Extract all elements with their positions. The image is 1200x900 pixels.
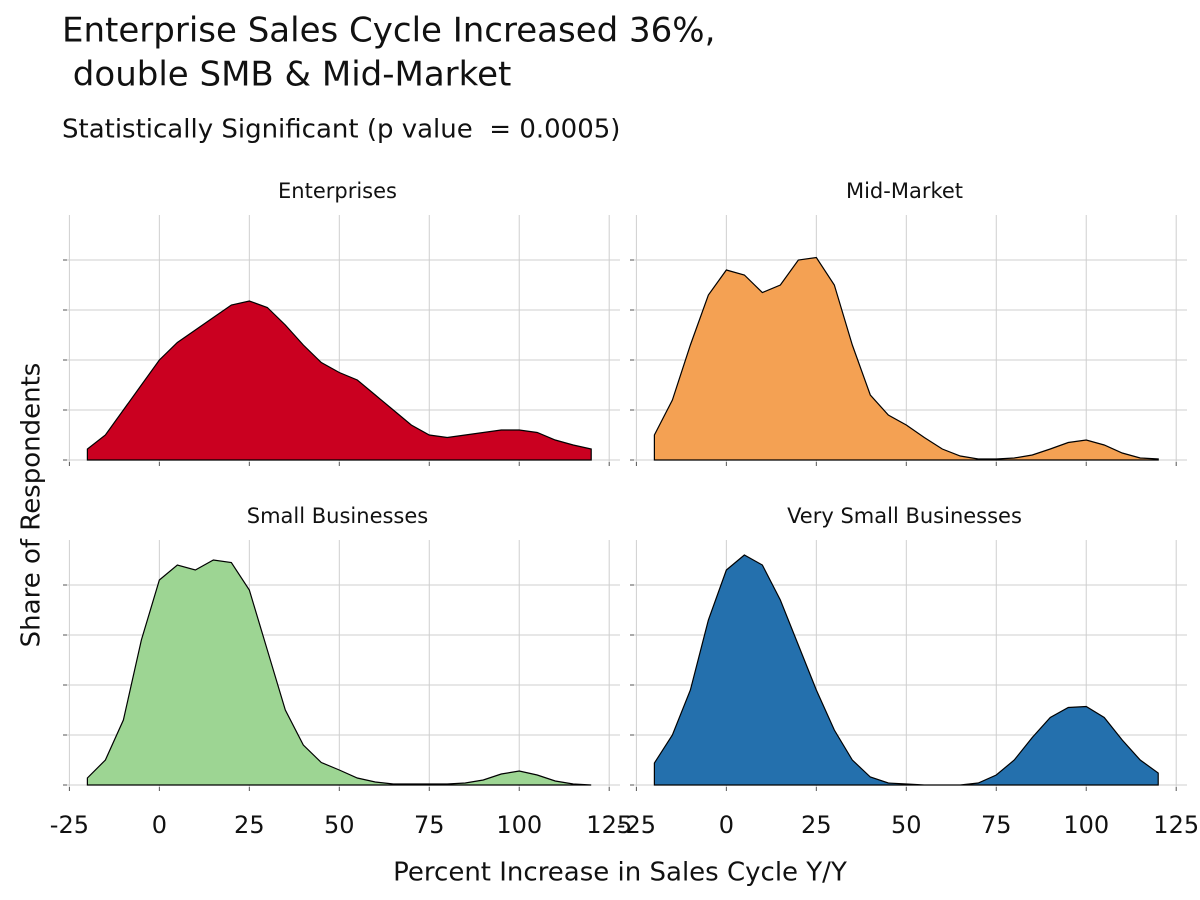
panel-title: Enterprises: [278, 179, 397, 203]
x-tick-label: -25: [50, 811, 89, 839]
density-area: [86, 559, 592, 786]
x-tick-label: 50: [891, 811, 922, 839]
x-tick-label: 75: [414, 811, 445, 839]
x-tick-label: 75: [981, 811, 1012, 839]
chart-title: Enterprise Sales Cycle Increased 36%,: [62, 11, 715, 51]
panel-title: Mid-Market: [846, 179, 963, 203]
density-area: [653, 554, 1159, 786]
x-tick-label: -25: [617, 811, 656, 839]
x-tick-label: 100: [1063, 811, 1109, 839]
chart-subtitle: Statistically Significant (p value = 0.0…: [62, 115, 620, 145]
x-tick-label: 25: [234, 811, 265, 839]
x-tick-label: 50: [324, 811, 355, 839]
x-tick-label: 0: [152, 811, 167, 839]
x-tick-label: 25: [801, 811, 832, 839]
y-axis-label: Share of Respondents: [17, 363, 47, 648]
chart-title: double SMB & Mid-Market: [62, 55, 511, 95]
panel-title: Small Businesses: [247, 504, 428, 528]
density-area: [86, 300, 592, 461]
x-axis-label: Percent Increase in Sales Cycle Y/Y: [393, 858, 847, 888]
x-tick-label: 125: [586, 811, 632, 839]
x-tick-label: 100: [496, 811, 542, 839]
x-tick-label: 125: [1153, 811, 1199, 839]
density-area: [653, 256, 1159, 461]
x-tick-label: 0: [719, 811, 734, 839]
panel-title: Very Small Businesses: [787, 504, 1022, 528]
